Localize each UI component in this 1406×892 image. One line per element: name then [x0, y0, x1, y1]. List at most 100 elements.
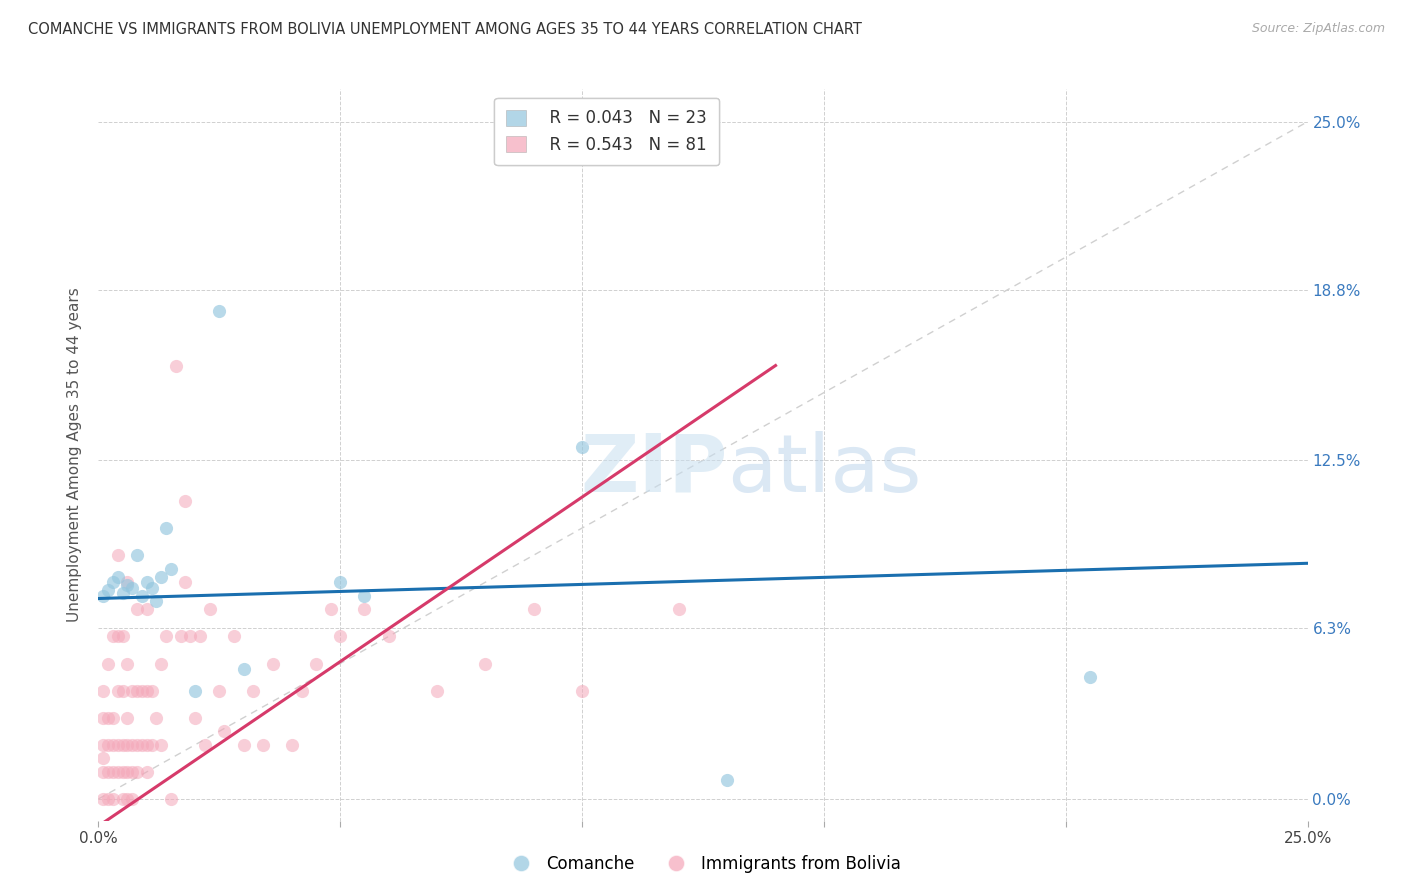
Point [121, 581, 143, 595]
Point [101, 792, 124, 806]
Point [117, 657, 139, 671]
Legend: Comanche, Immigrants from Bolivia: Comanche, Immigrants from Bolivia [498, 848, 908, 880]
Point [145, 711, 167, 725]
Point [91, 751, 114, 765]
Point [135, 683, 157, 698]
Point [160, 562, 183, 576]
Point [141, 738, 163, 752]
Point [97, 711, 120, 725]
Text: COMANCHE VS IMMIGRANTS FROM BOLIVIA UNEMPLOYMENT AMONG AGES 35 TO 44 YEARS CORRE: COMANCHE VS IMMIGRANTS FROM BOLIVIA UNEM… [28, 22, 862, 37]
Point [127, 602, 149, 616]
Point [121, 683, 143, 698]
Point [353, 602, 375, 616]
Point [127, 764, 149, 779]
Point [117, 764, 139, 779]
Point [91, 764, 114, 779]
Point [179, 629, 201, 643]
Point [523, 602, 546, 616]
Point [101, 764, 124, 779]
Point [222, 629, 245, 643]
Point [319, 602, 342, 616]
Point [135, 764, 157, 779]
Point [150, 738, 173, 752]
Point [97, 583, 120, 598]
Point [107, 683, 129, 698]
Point [121, 764, 143, 779]
Y-axis label: Unemployment Among Ages 35 to 44 years: Unemployment Among Ages 35 to 44 years [67, 287, 83, 623]
Point [107, 548, 129, 562]
Point [117, 578, 139, 592]
Point [111, 764, 134, 779]
Point [127, 683, 149, 698]
Point [329, 629, 352, 643]
Point [101, 629, 124, 643]
Point [111, 586, 134, 600]
Point [111, 792, 134, 806]
Point [232, 662, 254, 676]
Point [169, 629, 191, 643]
Point [107, 738, 129, 752]
Point [91, 792, 114, 806]
Point [97, 764, 120, 779]
Point [571, 683, 593, 698]
Point [329, 575, 352, 590]
Point [117, 711, 139, 725]
Point [474, 657, 496, 671]
Point [127, 548, 149, 562]
Point [117, 738, 139, 752]
Point [160, 792, 183, 806]
Point [121, 738, 143, 752]
Point [212, 724, 235, 739]
Point [131, 683, 153, 698]
Point [107, 629, 129, 643]
Point [281, 738, 304, 752]
Point [97, 792, 120, 806]
Point [232, 738, 254, 752]
Point [121, 792, 143, 806]
Point [111, 683, 134, 698]
Point [101, 711, 124, 725]
Point [97, 657, 120, 671]
Legend:   R = 0.043   N = 23,   R = 0.543   N = 81: R = 0.043 N = 23, R = 0.543 N = 81 [495, 97, 718, 165]
Point [262, 657, 284, 671]
Point [305, 657, 328, 671]
Point [174, 494, 197, 508]
Point [101, 575, 124, 590]
Point [174, 575, 197, 590]
Point [165, 359, 187, 373]
Point [208, 683, 231, 698]
Point [131, 738, 153, 752]
Point [150, 657, 173, 671]
Point [242, 683, 264, 698]
Point [184, 711, 207, 725]
Point [426, 683, 449, 698]
Point [135, 575, 157, 590]
Point [668, 602, 690, 616]
Point [141, 683, 163, 698]
Point [155, 521, 177, 535]
Point [184, 683, 207, 698]
Point [145, 594, 167, 608]
Point [117, 792, 139, 806]
Point [252, 738, 274, 752]
Point [155, 629, 177, 643]
Point [188, 629, 211, 643]
Point [107, 570, 129, 584]
Point [107, 764, 129, 779]
Point [101, 738, 124, 752]
Point [135, 602, 157, 616]
Point [194, 738, 217, 752]
Point [1078, 670, 1101, 684]
Point [131, 589, 153, 603]
Point [91, 711, 114, 725]
Point [111, 738, 134, 752]
Point [97, 738, 120, 752]
Text: Source: ZipAtlas.com: Source: ZipAtlas.com [1251, 22, 1385, 36]
Point [117, 575, 139, 590]
Point [377, 629, 399, 643]
Point [571, 440, 593, 454]
Point [353, 589, 375, 603]
Point [141, 581, 163, 595]
Point [150, 570, 173, 584]
Point [127, 738, 149, 752]
